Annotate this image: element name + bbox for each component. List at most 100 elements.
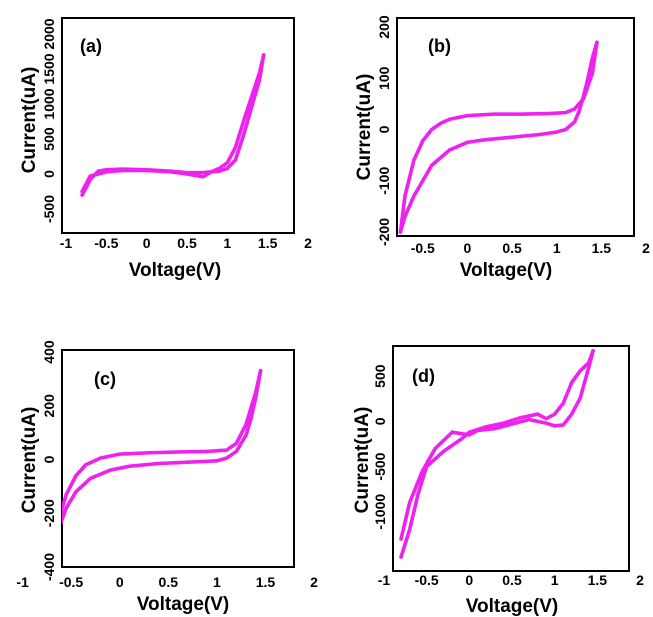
data-point bbox=[52, 542, 56, 546]
x-tick-label: 1 bbox=[223, 235, 231, 251]
y-axis-label: Current(uA) bbox=[19, 407, 40, 514]
x-tick-label: -1 bbox=[16, 574, 29, 590]
x-tick-label: 0.5 bbox=[177, 235, 197, 251]
y-tick-label: -1000 bbox=[372, 494, 388, 530]
data-point bbox=[53, 538, 57, 542]
x-tick-label: 0 bbox=[143, 235, 151, 251]
x-tick-label: 1 bbox=[551, 572, 559, 588]
data-point bbox=[51, 544, 55, 548]
data-point bbox=[52, 540, 56, 544]
data-point bbox=[54, 531, 58, 535]
y-tick-label: -200 bbox=[41, 499, 57, 527]
panel-c: -1 -0.5 0 0.5 1 1.5 2 -400 -200 0 200 400 Voltage(V)… bbox=[16, 340, 318, 615]
x-tick-label: -1 bbox=[60, 235, 73, 251]
panel-a: -1 -0.5 0 0.5 1 1.5 2 -500 0 500 1000 1500 2000 Volta… bbox=[19, 17, 312, 281]
data-point bbox=[51, 548, 55, 552]
x-tick-label: 1.5 bbox=[258, 235, 278, 251]
y-tick-label: 0 bbox=[41, 170, 57, 178]
x-tick-label: -1 bbox=[378, 572, 391, 588]
data-point bbox=[55, 531, 59, 535]
x-axis-label: Voltage(V) bbox=[466, 596, 559, 617]
y-tick-label: 200 bbox=[376, 15, 392, 39]
data-point bbox=[54, 529, 58, 533]
data-point bbox=[53, 533, 57, 537]
x-tick-label: 0 bbox=[116, 574, 124, 590]
data-points bbox=[399, 348, 595, 559]
x-tick-label: 1.5 bbox=[592, 240, 612, 256]
x-tick-label: 2 bbox=[642, 240, 650, 256]
plot-frame bbox=[61, 349, 295, 568]
x-tick-label: 2 bbox=[304, 235, 312, 251]
data-point bbox=[53, 541, 57, 545]
y-tick-label: 400 bbox=[41, 340, 57, 364]
data-points bbox=[398, 40, 599, 234]
data-point bbox=[62, 523, 63, 526]
x-tick-label: -0.5 bbox=[411, 240, 435, 256]
x-tick-label: -0.5 bbox=[415, 572, 439, 588]
y-tick-label: 0 bbox=[372, 417, 388, 425]
data-point bbox=[51, 546, 55, 550]
x-tick-label: 1 bbox=[213, 574, 221, 590]
x-tick-label: 0.5 bbox=[159, 574, 179, 590]
data-point bbox=[399, 536, 403, 541]
y-tick-label: -400 bbox=[41, 553, 57, 581]
data-point bbox=[51, 548, 55, 552]
y-tick-label: 100 bbox=[376, 66, 392, 90]
y-tick-label: 2000 bbox=[41, 18, 57, 49]
x-axis-label: Voltage(V) bbox=[137, 594, 230, 615]
y-axis-label: Current(uA) bbox=[354, 74, 375, 181]
x-tick-label: 2 bbox=[310, 574, 318, 590]
x-tick-label: 0 bbox=[465, 572, 473, 588]
plot-frame bbox=[392, 345, 630, 572]
x-tick-label: -0.5 bbox=[59, 574, 83, 590]
y-tick-label: 1000 bbox=[41, 88, 57, 119]
y-tick-label: -100 bbox=[376, 167, 392, 195]
x-tick-label: 1.5 bbox=[588, 572, 608, 588]
data-point bbox=[53, 539, 57, 543]
y-tick-label: -500 bbox=[372, 452, 388, 480]
data-point bbox=[55, 533, 59, 537]
data-point bbox=[52, 544, 56, 548]
x-tick-label: 2 bbox=[636, 572, 644, 588]
panel-label: (a) bbox=[80, 36, 102, 56]
data-point bbox=[58, 525, 62, 529]
x-tick-label: -0.5 bbox=[94, 235, 118, 251]
x-tick-label: 0 bbox=[464, 240, 472, 256]
x-tick-label: 0.5 bbox=[502, 572, 522, 588]
data-point bbox=[54, 537, 58, 541]
y-tick-label: 200 bbox=[41, 394, 57, 418]
data-point bbox=[80, 189, 85, 194]
data-point bbox=[57, 516, 61, 520]
y-tick-label: 500 bbox=[372, 364, 388, 388]
panel-label: (c) bbox=[94, 369, 116, 389]
panel-label: (d) bbox=[412, 366, 435, 386]
data-point bbox=[53, 535, 57, 539]
y-tick-label: -500 bbox=[41, 195, 57, 223]
plot-frame bbox=[61, 17, 295, 234]
y-axis-label: Current(uA) bbox=[352, 407, 373, 514]
data-point bbox=[57, 518, 61, 522]
y-tick-label: -200 bbox=[376, 218, 392, 246]
data-points bbox=[51, 368, 263, 552]
data-points bbox=[80, 53, 266, 197]
data-point bbox=[57, 527, 61, 531]
x-axis-label: Voltage(V) bbox=[460, 260, 553, 281]
y-tick-label: 1500 bbox=[41, 53, 57, 84]
data-point bbox=[56, 529, 60, 533]
panel-label: (b) bbox=[428, 36, 451, 56]
data-point bbox=[52, 546, 56, 550]
y-tick-label: 0 bbox=[376, 125, 392, 133]
data-point bbox=[398, 230, 403, 234]
x-axis-label: Voltage(V) bbox=[129, 260, 222, 281]
y-tick-label: 500 bbox=[41, 127, 57, 151]
x-tick-label: 1.5 bbox=[256, 574, 276, 590]
x-tick-label: 0.5 bbox=[502, 240, 522, 256]
y-axis-label: Current(uA) bbox=[19, 67, 40, 174]
x-tick-label: 1 bbox=[553, 240, 561, 256]
data-point bbox=[54, 535, 58, 539]
plot-frame bbox=[396, 17, 635, 237]
panel-d: -1 -0.5 0 0.5 1 1.5 2 500 0 -500 -1000 Voltage(V) Cu… bbox=[352, 345, 644, 617]
data-point bbox=[62, 520, 63, 524]
panel-b: -0.5 0 0.5 1 1.5 2 -200 -100 0 100 200 Voltage(V) Cu… bbox=[354, 15, 650, 281]
